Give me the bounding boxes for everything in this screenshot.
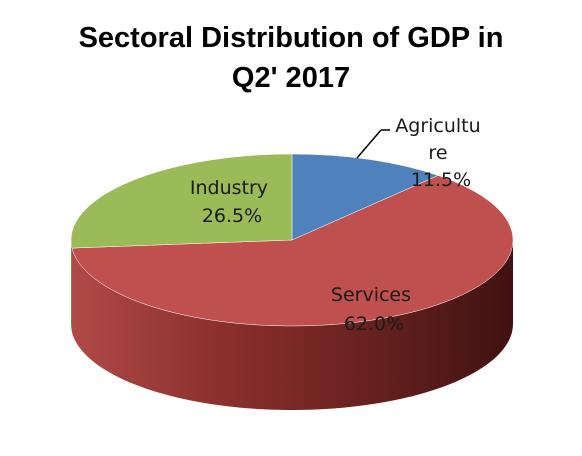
chart-title: Sectoral Distribution of GDP in Q2' 2017 [0, 18, 582, 98]
chart-title-line-1: Sectoral Distribution of GDP in [78, 22, 504, 54]
agriculture-value-label: 11.5% [411, 169, 471, 191]
agriculture-label-line-1: Agricultu [395, 115, 480, 137]
services-label-line-1: Services [331, 284, 411, 306]
chart-title-line-2: Q2' 2017 [231, 62, 351, 94]
industry-slice [70, 153, 293, 249]
pie-depth [71, 240, 513, 411]
services-value-label: 62.0% [344, 313, 404, 335]
services-slice-side [71, 240, 513, 411]
industry-slice-side [71, 240, 72, 333]
industry-value-label: 26.5% [202, 205, 262, 227]
agriculture-label: Agricultu re 11.5% [395, 115, 486, 191]
services-label: Services 62.0% [331, 284, 417, 335]
agriculture-slice [291, 153, 439, 241]
industry-label-line-1: Industry [190, 177, 268, 199]
agriculture-leader-line [356, 129, 382, 159]
agriculture-label-line-2: re [428, 142, 447, 164]
services-slice [71, 175, 514, 327]
industry-label: Industry 26.5% [190, 177, 274, 227]
